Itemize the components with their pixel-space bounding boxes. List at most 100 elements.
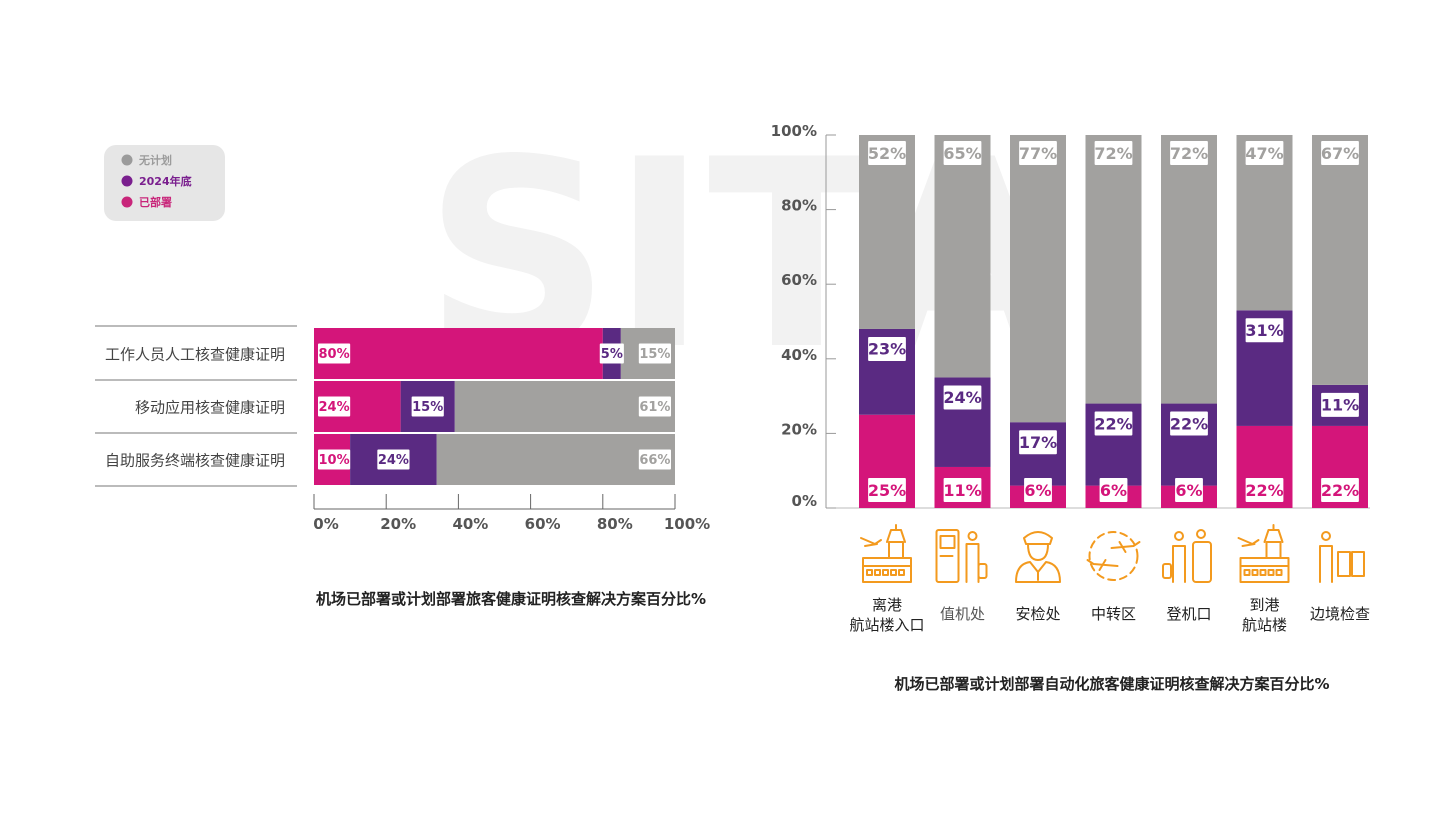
data-label-text: 77% — [1019, 144, 1057, 163]
data-label-box — [1170, 141, 1208, 165]
y-tick-label: 100% — [771, 122, 817, 140]
bar-segment — [934, 135, 991, 378]
data-label-text: 67% — [1321, 144, 1359, 163]
left-chart-title: 机场已部署或计划部署旅客健康证明核查解决方案百分比% — [316, 590, 706, 608]
data-label-box — [943, 385, 982, 410]
data-label-text: 47% — [1245, 144, 1283, 163]
data-label-box — [868, 141, 906, 165]
bar-segment — [436, 434, 675, 485]
data-label-box — [1321, 392, 1359, 417]
y-tick-label: 40% — [781, 346, 817, 364]
category-label: 到港 — [1249, 596, 1279, 614]
data-label: 65% — [943, 141, 982, 165]
data-label: 22% — [1094, 411, 1133, 436]
departure-terminal-icon — [860, 524, 912, 583]
border-control-icon — [1319, 531, 1365, 583]
data-label-text: 5% — [601, 347, 623, 362]
category-label: 离港 — [872, 596, 902, 614]
category-label: 航站楼入口 — [849, 616, 924, 634]
security-officer-icon — [1015, 531, 1061, 583]
data-label-text: 80% — [319, 347, 350, 362]
data-label-text: 25% — [868, 481, 906, 500]
y-tick-label: 20% — [781, 420, 817, 438]
data-label-box — [1245, 141, 1284, 165]
data-label-text: 15% — [412, 400, 443, 415]
data-label: 22% — [1245, 478, 1284, 502]
legend-marker — [121, 196, 133, 208]
data-label: 15% — [638, 343, 671, 364]
data-label-text: 11% — [1321, 396, 1359, 415]
category-label: 移动应用核查健康证明 — [135, 399, 285, 417]
data-label-box — [1099, 478, 1128, 502]
data-label-text: 61% — [639, 400, 670, 415]
y-tick-label: 0% — [792, 492, 817, 510]
data-label: 22% — [1170, 411, 1208, 436]
data-label-box — [318, 343, 351, 364]
bar-segment — [314, 328, 603, 379]
data-label-text: 52% — [868, 144, 906, 163]
data-label-text: 22% — [1094, 414, 1132, 433]
data-label: 5% — [599, 343, 624, 364]
data-label-box — [1170, 411, 1208, 436]
data-label-box — [943, 141, 982, 165]
data-label: 52% — [868, 141, 906, 165]
data-label-box — [868, 478, 906, 502]
x-tick-label: 100% — [664, 515, 710, 533]
data-label-text: 6% — [1024, 481, 1051, 500]
transfer-icon — [1086, 531, 1141, 581]
legend-label: 无计划 — [138, 153, 172, 167]
category-label: 安检处 — [1015, 605, 1060, 623]
data-label-box — [638, 396, 671, 417]
data-label: 6% — [1024, 478, 1052, 502]
data-label-box — [1094, 141, 1133, 165]
category-label: 自助服务终端核查健康证明 — [105, 452, 285, 470]
data-label-text: 22% — [1245, 481, 1283, 500]
data-label-text: 22% — [1321, 481, 1359, 500]
data-label-text: 24% — [319, 400, 350, 415]
data-label: 72% — [1170, 141, 1208, 165]
data-label: 22% — [1321, 478, 1359, 502]
arrival-terminal-icon — [1237, 524, 1290, 583]
data-label-box — [377, 449, 410, 470]
data-label: 77% — [1019, 141, 1057, 165]
data-label: 15% — [411, 396, 444, 417]
data-label: 67% — [1321, 141, 1359, 165]
x-tick-label: 40% — [452, 515, 488, 533]
data-label: 23% — [868, 336, 906, 361]
bar-segment — [454, 381, 675, 432]
data-label-box — [1175, 478, 1203, 502]
data-label-box — [318, 396, 351, 417]
check-in-kiosk-icon — [935, 529, 988, 583]
bar-segment — [1161, 135, 1217, 404]
data-label-box — [1321, 478, 1359, 502]
data-label-box — [638, 449, 671, 470]
category-label: 边境检查 — [1310, 605, 1370, 623]
data-label-box — [943, 478, 982, 502]
y-tick-label: 60% — [781, 271, 817, 289]
legend-marker — [121, 175, 133, 187]
boarding-gate-icon — [1162, 529, 1212, 583]
data-label-box — [1024, 478, 1052, 502]
category-label: 航站楼 — [1242, 616, 1287, 634]
legend-label: 2024年底 — [139, 174, 192, 188]
bar-segment — [1312, 135, 1368, 385]
category-icons — [860, 524, 1365, 583]
data-label-text: 23% — [868, 340, 906, 359]
right-chart-title: 机场已部署或计划部署自动化旅客健康证明核查解决方案百分比% — [894, 675, 1329, 693]
data-label: 10% — [318, 449, 351, 470]
legend-box — [104, 145, 225, 221]
data-label-text: 72% — [1094, 144, 1132, 163]
x-tick-label: 60% — [525, 515, 561, 533]
data-label-text: 17% — [1019, 433, 1057, 452]
data-label: 6% — [1175, 478, 1203, 502]
data-label-box — [1245, 478, 1284, 502]
data-label-box — [1321, 141, 1359, 165]
data-label: 11% — [1321, 392, 1359, 417]
data-label-text: 15% — [639, 347, 670, 362]
data-label-text: 24% — [378, 453, 409, 468]
data-label-box — [1019, 141, 1057, 165]
data-label: 72% — [1094, 141, 1133, 165]
data-label: 61% — [638, 396, 671, 417]
